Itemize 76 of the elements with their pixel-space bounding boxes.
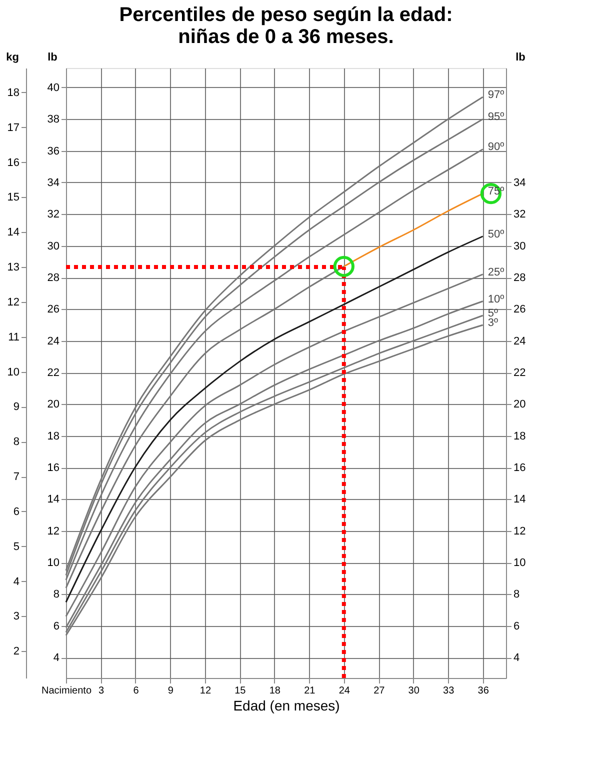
x-tick-label: 33 [443, 686, 455, 696]
y2-tick-label: 34 [514, 176, 526, 189]
y3-tick-label: 11 [8, 331, 20, 344]
y2-tick-label: 20 [514, 398, 526, 411]
y3-axis-title: kg [6, 52, 19, 64]
y2-tick-label: 16 [514, 462, 526, 474]
y3-tick-label: 3 [13, 610, 20, 623]
y-axis-title: lb [48, 52, 58, 64]
x-tick-label: 12 [200, 686, 212, 696]
x-tick-label: 6 [133, 686, 140, 696]
y3-tick-label: 8 [13, 436, 20, 448]
y-tick-label: 28 [47, 272, 60, 284]
y2-tick-label: 10 [514, 557, 526, 570]
y-tick-label: 24 [47, 335, 60, 348]
series-label: 50º [488, 228, 504, 240]
y-tick-label: 32 [47, 208, 60, 221]
y3-tick-label: 6 [13, 506, 20, 518]
x-tick-label: 36 [478, 686, 490, 696]
x-tick-label: 30 [408, 686, 420, 696]
series-label: 3º [488, 317, 498, 330]
x-tick-label: 3 [98, 686, 104, 696]
x-tick-label: 18 [269, 686, 281, 696]
y2-axis-title: lb [516, 52, 526, 64]
y2-tick-label: 12 [514, 525, 526, 538]
y-tick-label: 10 [47, 557, 60, 570]
y-tick-label: 14 [47, 494, 60, 506]
y-tick-label: 40 [47, 82, 60, 94]
y3-tick-label: 14 [7, 226, 20, 239]
x-tick-label: 27 [374, 686, 386, 696]
y2-tick-label: 24 [514, 335, 526, 348]
y-tick-label: 36 [47, 145, 60, 158]
x-tick-label: 21 [304, 686, 316, 696]
y2-tick-label: 32 [514, 208, 526, 221]
y-tick-label: 34 [47, 176, 60, 189]
y2-tick-label: 30 [514, 240, 526, 252]
y-tick-label: 12 [47, 525, 60, 538]
y3-tick-label: 9 [13, 401, 20, 414]
y-tick-label: 38 [47, 114, 60, 126]
y2-tick-label: 18 [514, 430, 526, 442]
y3-tick-label: 13 [7, 262, 20, 274]
y-tick-label: 8 [53, 588, 60, 601]
x-axis-title: Edad (en meses) [233, 698, 340, 714]
chart-title: Percentiles de peso según la edad: niñas de 0 a 36 meses. [119, 4, 453, 48]
y3-tick-label: 10 [7, 366, 20, 378]
y2-tick-label: 28 [514, 272, 526, 284]
y2-tick-label: 22 [514, 367, 526, 380]
y2-tick-label: 4 [514, 652, 520, 664]
x-tick-label: 9 [168, 686, 174, 696]
y2-tick-label: 6 [514, 620, 520, 632]
series-label: 90º [488, 141, 504, 154]
series-label: 97º [488, 88, 504, 101]
y3-tick-label: 15 [7, 192, 20, 204]
y3-tick-label: 5 [13, 540, 20, 553]
y3-tick-label: 17 [7, 122, 20, 134]
y-tick-label: 6 [53, 620, 60, 632]
y-tick-label: 22 [47, 367, 60, 380]
y-tick-label: 26 [47, 304, 60, 316]
series-label: 10º [488, 293, 504, 306]
y3-tick-label: 7 [13, 471, 20, 484]
x-tick-label: 15 [234, 686, 246, 696]
y3-tick-label: 12 [7, 296, 20, 308]
y-tick-label: 30 [47, 240, 60, 252]
y3-tick-label: 16 [7, 156, 20, 169]
y3-tick-label: 2 [13, 646, 20, 658]
y-tick-label: 20 [47, 398, 60, 411]
y3-tick-label: 18 [7, 86, 20, 99]
y3-tick-label: 4 [13, 576, 20, 588]
y-tick-label: 4 [53, 652, 60, 664]
x-tick-label: 24 [338, 686, 350, 696]
y2-tick-label: 26 [514, 304, 526, 316]
series-label: 25º [488, 266, 504, 278]
y-tick-label: 18 [47, 430, 60, 442]
y2-tick-label: 14 [514, 494, 526, 506]
y2-tick-label: 8 [514, 588, 520, 601]
y-tick-label: 16 [47, 462, 60, 474]
x-tick-label: Nacimiento [41, 686, 92, 696]
